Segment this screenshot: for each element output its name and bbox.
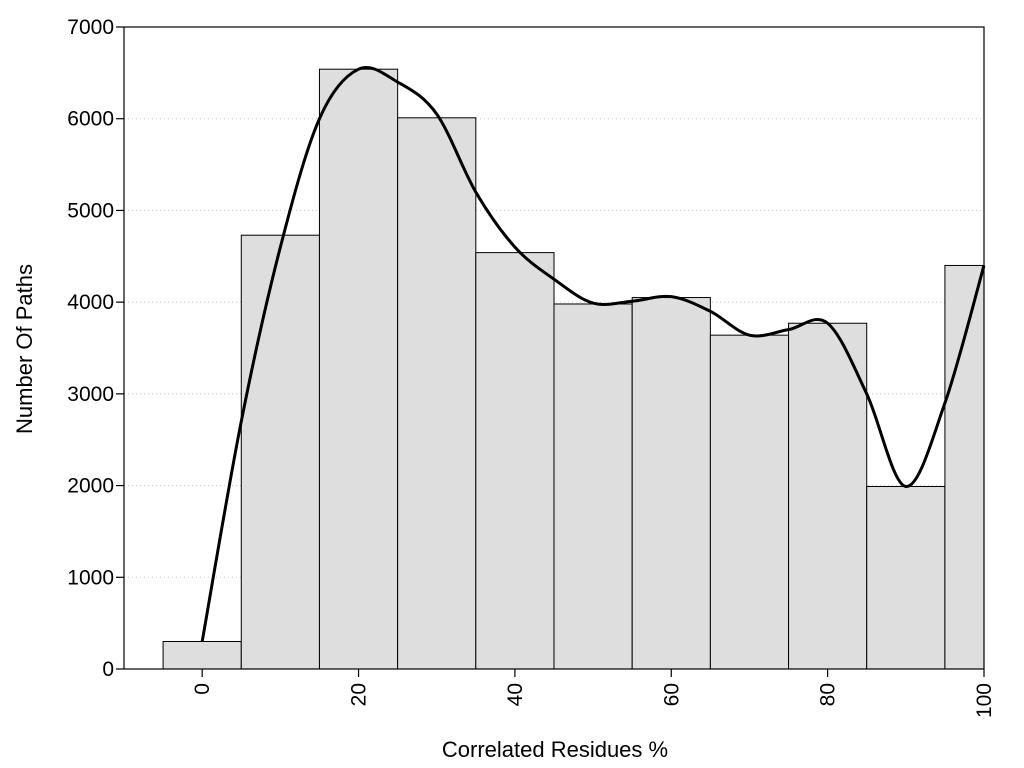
y-axis-title: Number Of Paths — [12, 264, 37, 434]
bar — [788, 322, 868, 670]
axes — [116, 26, 985, 677]
x-axis-title: Correlated Residues % — [442, 737, 668, 762]
x-tick-label: 40 — [504, 683, 527, 706]
y-tick-label: 0 — [102, 658, 114, 681]
y-tick-label: 4000 — [67, 291, 114, 314]
bar — [553, 303, 633, 670]
x-tick-label: 60 — [660, 683, 683, 706]
x-tick-label: 100 — [973, 683, 996, 718]
bar — [240, 234, 320, 670]
x-tick-label: 80 — [817, 683, 840, 706]
bar — [631, 297, 711, 670]
bar — [709, 334, 790, 670]
y-tick-label: 6000 — [67, 108, 114, 131]
bar — [944, 264, 985, 670]
bar — [318, 68, 399, 670]
y-tick-label: 7000 — [67, 16, 114, 39]
bar — [162, 640, 242, 670]
bar — [397, 117, 477, 670]
plot-frame — [123, 26, 985, 670]
fit-curve-line — [200, 66, 986, 642]
bar — [475, 252, 555, 670]
tick-labels: 0 1000 2000 3000 4000 5000 6000 7000 0 20 40 60 80 10… — [67, 16, 996, 718]
y-tick-label: 1000 — [67, 566, 114, 589]
y-tick-label: 3000 — [67, 383, 114, 406]
fit-curve — [200, 66, 986, 642]
x-tick-label: 20 — [348, 683, 371, 706]
bars — [162, 68, 985, 670]
y-tick-label: 2000 — [67, 475, 114, 498]
y-tick-label: 5000 — [67, 199, 114, 222]
bar — [866, 485, 946, 670]
x-tick-label: 0 — [191, 683, 214, 695]
